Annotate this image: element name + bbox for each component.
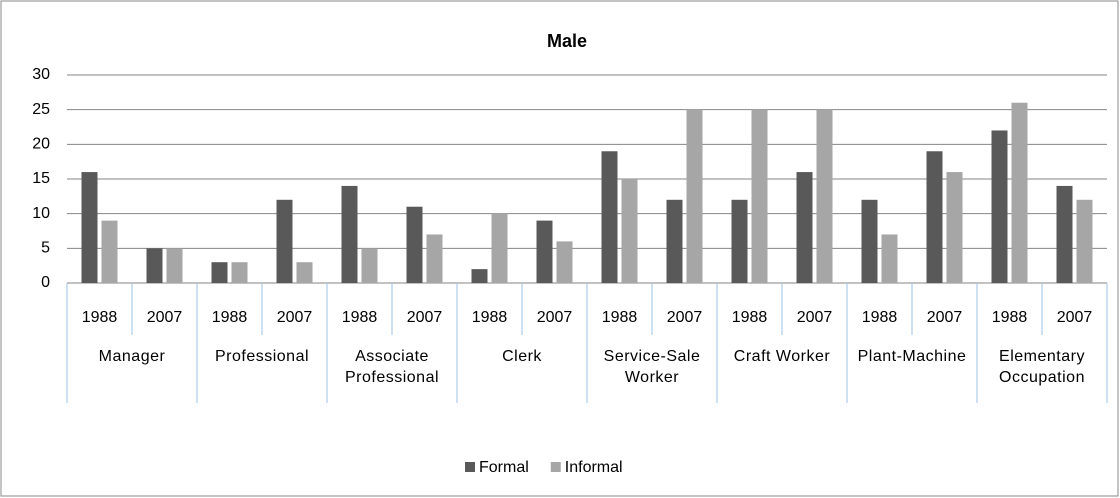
- bar: [666, 199, 683, 283]
- x-tick-label: 1988: [862, 309, 898, 326]
- bar: [731, 199, 748, 283]
- y-tick-label: 20: [32, 136, 50, 153]
- x-tick-label: 2007: [277, 309, 313, 326]
- x-tick-label: 1988: [992, 309, 1028, 326]
- x-tick-label: 1988: [732, 309, 768, 326]
- x-tick-label: 2007: [667, 309, 703, 326]
- bar: [406, 206, 423, 283]
- bar: [81, 172, 98, 283]
- bar: [166, 248, 183, 283]
- y-tick-label: 25: [32, 101, 50, 118]
- group-label: Associate Professional: [344, 348, 440, 386]
- chart-title: Male: [547, 31, 587, 51]
- x-tick-label: 2007: [147, 309, 183, 326]
- legend-swatch: [465, 462, 475, 472]
- x-tick-label: 1988: [82, 309, 118, 326]
- x-tick-label: 1988: [342, 309, 378, 326]
- bar: [341, 185, 358, 283]
- bar: [1056, 185, 1073, 283]
- x-tick-label: 2007: [927, 309, 963, 326]
- bar: [231, 262, 248, 283]
- bar: [816, 109, 833, 284]
- group-label: Manager: [98, 348, 166, 365]
- bar: [296, 262, 313, 283]
- bar: [926, 151, 943, 283]
- bar: [991, 130, 1008, 283]
- bar: [426, 234, 443, 283]
- bar: [491, 213, 508, 283]
- group-label: Elementary Occupation: [999, 348, 1085, 386]
- bar: [946, 172, 963, 283]
- bar: [601, 151, 618, 283]
- bar: [276, 199, 293, 283]
- y-tick-label: 0: [41, 274, 50, 291]
- y-tick-label: 10: [32, 205, 50, 222]
- bar: [211, 262, 228, 283]
- bar: [556, 241, 573, 283]
- x-tick-label: 1988: [472, 309, 508, 326]
- x-tick-label: 1988: [212, 309, 248, 326]
- bar: [686, 109, 703, 284]
- bar: [1076, 199, 1093, 283]
- x-tick-label: 2007: [797, 309, 833, 326]
- bar: [751, 109, 768, 284]
- y-tick-label: 30: [32, 66, 50, 83]
- group-label: Service-Sale Worker: [603, 348, 701, 386]
- bar: [536, 220, 553, 283]
- x-tick-label: 2007: [407, 309, 443, 326]
- bar: [861, 199, 878, 283]
- bar: [796, 172, 813, 283]
- bar: [621, 179, 638, 283]
- bar: [471, 269, 488, 283]
- bar: [361, 248, 378, 283]
- bar: [881, 234, 898, 283]
- bar: [1011, 102, 1028, 283]
- group-label: Professional: [214, 348, 310, 365]
- x-tick-label: 1988: [602, 309, 638, 326]
- group-label: Plant-Machine: [857, 348, 967, 365]
- y-tick-label: 15: [32, 170, 50, 187]
- x-tick-label: 2007: [537, 309, 573, 326]
- bar: [146, 248, 163, 283]
- group-label: Craft Worker: [733, 348, 831, 365]
- bar: [101, 220, 118, 283]
- y-tick-label: 5: [41, 240, 50, 257]
- x-tick-label: 2007: [1057, 309, 1093, 326]
- group-label: Clerk: [502, 348, 542, 365]
- legend-label: Formal: [479, 459, 529, 476]
- legend-label: Informal: [565, 459, 623, 476]
- legend-swatch: [550, 462, 561, 472]
